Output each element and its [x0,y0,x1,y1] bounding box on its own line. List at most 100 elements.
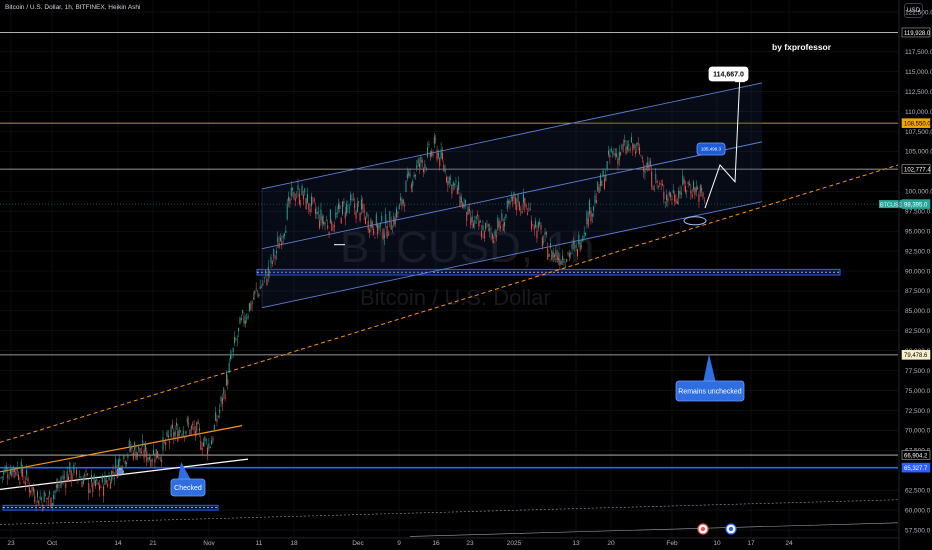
candle-body [408,172,410,176]
candle-body [398,205,400,210]
currency-button[interactable]: USD [904,3,923,18]
time-axis-label: 16 [432,540,440,547]
candle-body [486,224,488,226]
candle-body [166,431,168,437]
candle-body [529,208,531,211]
candle-body [447,181,449,186]
candle-body [697,187,699,190]
candle-body [62,475,64,480]
price-axis[interactable]: 122,500.0 117,500.0 115,000.0 112,500.0 110,… [898,0,932,550]
candle-body [479,221,481,223]
candle-body [207,447,209,455]
candle-body [687,182,689,184]
candle-body [20,461,22,474]
candle-body [26,469,28,476]
time-axis-label: 11 [256,540,263,547]
candle-body [632,143,634,151]
candle-body [549,243,551,248]
candle-body [378,225,380,229]
candle-body [342,201,344,215]
candle-body [563,261,565,263]
candle-body [612,151,614,153]
price-axis-label: 60,000.0 [905,507,931,514]
candle-body [327,225,329,229]
candle-body [369,229,371,233]
candle-body [332,227,334,229]
candle-body [667,198,669,202]
price-axis-label: 112,500.0 [905,89,932,96]
candle-body [157,451,159,458]
candle-body [123,454,125,460]
candle-body [478,220,480,227]
candle-body [513,192,515,198]
candle-body [66,471,68,482]
candle-body [362,203,364,210]
candle-body [80,478,82,480]
candle-body [153,449,155,456]
candle-body [96,479,98,482]
candle-body [139,448,141,453]
target-callout-box [708,66,749,82]
candle-body [173,432,175,439]
candle-body [130,446,132,451]
candle-body [270,256,272,263]
candle-body [548,254,550,257]
candle-body [220,396,222,402]
candle-body [215,412,217,421]
candle-body [243,316,245,324]
candle-body [554,255,555,257]
candle-body [150,459,152,467]
candle-body [95,480,96,486]
candle-body [323,221,325,225]
candle-body [42,504,44,510]
candle-body [576,248,578,257]
candle-body [660,183,662,185]
candle-body [358,201,360,203]
candle-body [389,211,391,222]
price-axis-label: 122,500.0 [905,9,932,16]
time-axis[interactable]: 23 Oct 14 21 Nov 11 18 Dec 9 16 23 2025 13 20 Feb 10 17 2… [0,537,899,547]
trendline-grey-bottom [409,522,899,537]
candle-body [409,174,411,177]
candle-body [39,496,41,500]
candle-body [246,318,248,320]
candle-body [459,195,461,207]
candle-body [0,477,2,478]
price-axis-label: 75,000.0 [905,388,931,395]
candle-body [629,148,631,151]
candle-body [146,451,148,463]
candle-body [647,162,649,168]
candle-body [651,171,653,187]
price-axis-label: 85,000.0 [905,308,931,315]
candle-body [606,161,608,170]
event-badge-dot [728,526,734,532]
candle-body [365,217,366,224]
price-level-tag [901,164,931,174]
candle-body [55,484,57,488]
candle-body [466,212,468,221]
candle-body [512,196,514,202]
candle-body [197,420,199,424]
candle-body [188,423,190,425]
candle-body [198,428,200,431]
candle-body [238,327,240,332]
candle-body [203,442,204,447]
candle-body [483,230,485,239]
candle-body [504,221,506,227]
candle-body [348,207,350,209]
candle-body [12,466,14,473]
candle-body [81,481,83,488]
candle-body [572,242,574,245]
candle-body [116,469,118,478]
candle-body [50,497,52,508]
candle-body [344,212,346,219]
candle-body [43,491,45,503]
candle-body [293,192,295,200]
candle-body [298,193,300,205]
candle-body [402,199,404,204]
candle-body [622,144,624,146]
candle-body [589,200,591,215]
candle-body [131,446,133,449]
price-level-tag [901,118,931,128]
